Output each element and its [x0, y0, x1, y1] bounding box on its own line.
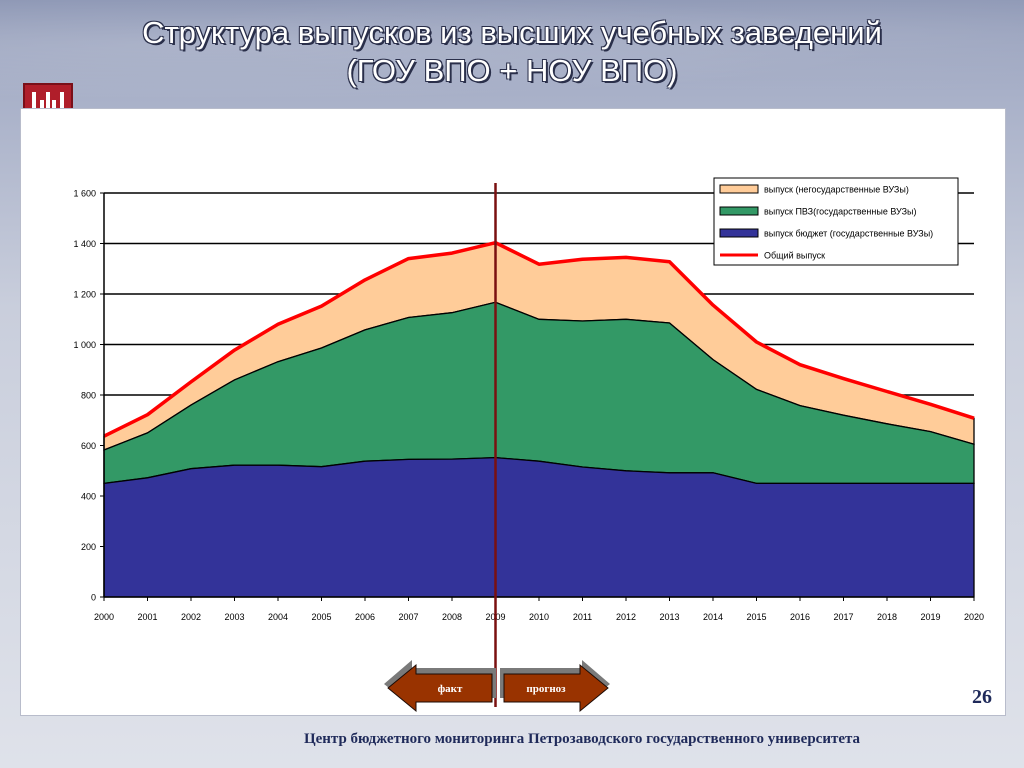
fact-forecast-arrows: факт прогноз — [384, 660, 610, 713]
y-tick-label-6: 1 200 — [73, 290, 96, 300]
x-tick-label-19: 2019 — [920, 612, 940, 622]
legend-label-0: выпуск (негосударственные ВУЗы) — [764, 185, 909, 195]
x-tick-label-0: 2000 — [94, 612, 114, 622]
slide-title: Структура выпусков из высших учебных зав… — [0, 14, 1024, 90]
legend-swatch-2 — [719, 228, 759, 238]
y-tick-label-5: 1 000 — [73, 340, 96, 350]
legend-label-3: Общий выпуск — [764, 251, 825, 261]
legend-label-2: выпуск бюджет (государственные ВУЗы) — [764, 229, 933, 239]
total-line-0 — [103, 240, 975, 438]
y-tick-label-2: 400 — [81, 492, 96, 502]
x-tick-label-10: 2010 — [529, 612, 549, 622]
title-line-2: (ГОУ ВПО + НОУ ВПО) — [346, 53, 678, 88]
x-tick-label-17: 2017 — [833, 612, 853, 622]
legend-swatch-0 — [719, 184, 759, 194]
x-tick-label-1: 2001 — [137, 612, 157, 622]
x-tick-label-3: 2003 — [224, 612, 244, 622]
line-series — [103, 240, 975, 438]
x-tick-label-8: 2008 — [442, 612, 462, 622]
x-tick-label-11: 2011 — [573, 612, 592, 622]
chart-legend: выпуск (негосударственные ВУЗы) выпуск ПВ… — [713, 177, 959, 266]
x-tick-label-16: 2016 — [790, 612, 810, 622]
y-tick-label-3: 600 — [81, 441, 96, 451]
x-tick-label-4: 2004 — [268, 612, 288, 622]
x-tick-label-7: 2007 — [398, 612, 418, 622]
y-tick-label-4: 800 — [81, 391, 96, 401]
forecast-label: прогноз — [526, 683, 566, 695]
fact-label: факт — [438, 683, 463, 695]
x-axis: 2000200120022003200420052006200720082009… — [94, 597, 984, 622]
x-tick-label-2: 2002 — [181, 612, 201, 622]
x-tick-label-20: 2020 — [964, 612, 984, 622]
y-tick-label-8: 1 600 — [73, 189, 96, 199]
x-tick-label-18: 2018 — [877, 612, 897, 622]
x-tick-label-12: 2012 — [616, 612, 636, 622]
x-tick-label-13: 2013 — [659, 612, 679, 622]
y-tick-label-7: 1 400 — [73, 239, 96, 249]
x-tick-label-14: 2014 — [703, 612, 723, 622]
footer-text: Центр бюджетного мониторинга Петрозаводс… — [303, 731, 861, 747]
page-number: 26 — [972, 686, 992, 708]
x-tick-label-6: 2006 — [355, 612, 375, 622]
legend-label-1: выпуск ПВЗ(государственные ВУЗы) — [764, 207, 916, 217]
forecast-arrow-icon — [503, 663, 609, 713]
x-tick-label-5: 2005 — [311, 612, 331, 622]
y-tick-label-0: 0 — [91, 593, 96, 603]
legend-swatch-1 — [719, 206, 759, 216]
y-tick-label-1: 200 — [81, 542, 96, 552]
x-tick-label-15: 2015 — [746, 612, 766, 622]
header-background — [0, 0, 1024, 110]
area-series — [103, 242, 975, 598]
title-line-1: Структура выпусков из высших учебных зав… — [142, 15, 882, 50]
fact-arrow-icon — [387, 663, 493, 713]
